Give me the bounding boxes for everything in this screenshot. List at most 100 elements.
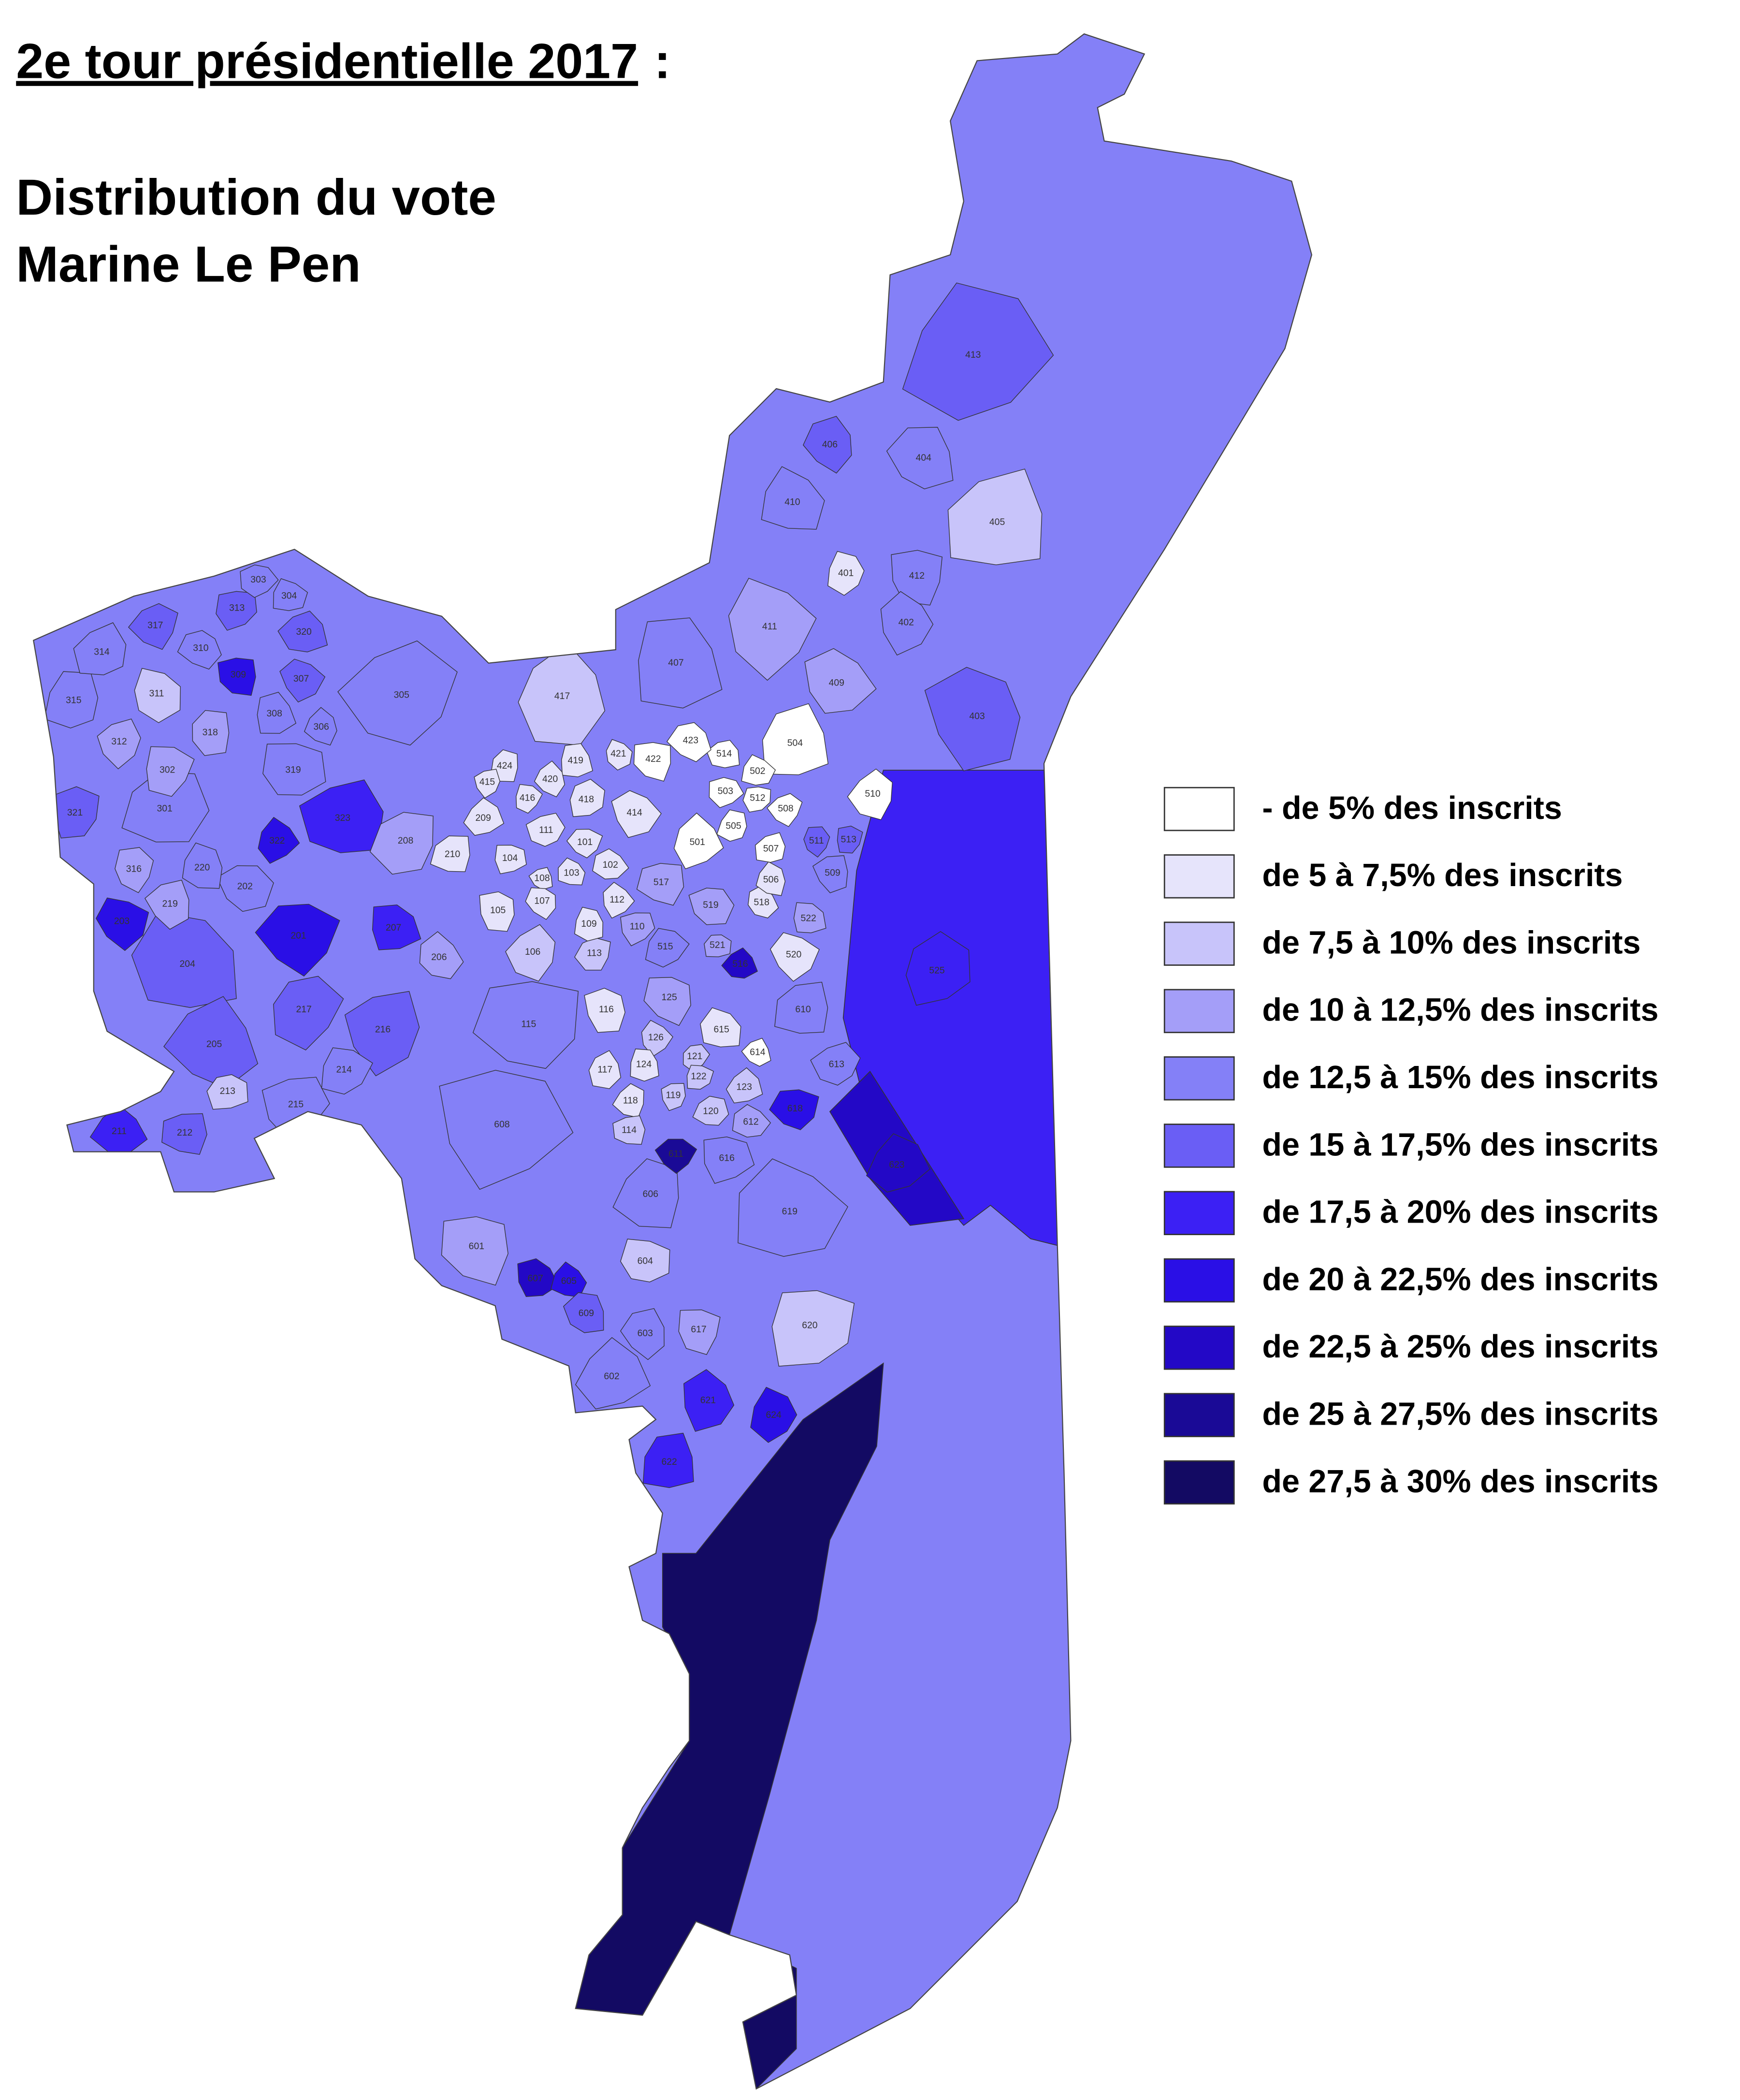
district [177, 630, 222, 670]
district-label: 205 [206, 1039, 222, 1050]
title: 2e tour présidentielle 2017: [16, 33, 670, 89]
district-label: 613 [829, 1059, 844, 1070]
district-label: 606 [643, 1189, 658, 1199]
district [866, 1133, 930, 1193]
district-label: 607 [528, 1273, 543, 1284]
district-label: 213 [220, 1086, 235, 1096]
district [793, 902, 826, 933]
district-label: 312 [111, 736, 127, 747]
district [463, 797, 505, 836]
district-label: 319 [285, 764, 301, 775]
title-end: : [654, 33, 670, 89]
district-label: 115 [521, 1019, 536, 1030]
district [750, 1386, 798, 1443]
district-label: 407 [668, 657, 683, 668]
district-label: 416 [520, 793, 535, 803]
district [525, 887, 556, 920]
district [667, 722, 711, 762]
district [257, 691, 297, 734]
district-label: 503 [718, 786, 733, 797]
district [661, 1083, 686, 1111]
district-label: 110 [630, 921, 645, 932]
district-label: 220 [194, 862, 210, 873]
district-label: 501 [690, 837, 705, 847]
district-label: 608 [494, 1119, 509, 1130]
legend-label: - de 5% des inscrits [1262, 790, 1562, 826]
district-label: 117 [597, 1065, 612, 1075]
district [216, 591, 257, 631]
district [905, 931, 971, 1006]
district-label: 601 [469, 1241, 484, 1252]
district [804, 648, 877, 714]
district-label: 112 [609, 894, 624, 905]
district-label: 104 [502, 853, 518, 863]
legend: - de 5% des inscrits de 5 à 7,5% des insc… [1163, 787, 1658, 1505]
district [636, 863, 684, 906]
district-label: 315 [66, 695, 81, 705]
district [754, 832, 786, 863]
district-label: 310 [193, 642, 209, 653]
district [128, 603, 178, 650]
district [163, 996, 259, 1089]
subtitle: Marine Le Pen [16, 236, 361, 292]
district-label: 615 [713, 1024, 729, 1035]
district [767, 793, 803, 827]
district [494, 845, 527, 875]
district-label: 421 [610, 748, 626, 759]
legend-swatch [1163, 921, 1235, 966]
district [643, 977, 691, 1026]
district [299, 779, 384, 853]
district-label: 413 [965, 350, 981, 360]
district-label: 120 [703, 1106, 719, 1117]
district [947, 468, 1043, 566]
district-label: 406 [822, 439, 838, 450]
district-label: 405 [989, 517, 1005, 527]
district-label: 308 [267, 708, 282, 719]
district [603, 882, 635, 919]
district [146, 746, 195, 797]
district-label: 417 [554, 691, 570, 701]
district-label: 618 [787, 1103, 803, 1114]
district [182, 842, 223, 889]
district [827, 551, 865, 596]
district [258, 817, 300, 864]
district-label: 314 [94, 647, 110, 657]
district-label: 611 [668, 1149, 683, 1159]
district-label: 620 [802, 1320, 818, 1331]
district [645, 928, 690, 968]
district-label: 215 [288, 1099, 304, 1110]
district-label: 301 [157, 803, 172, 814]
district-label: 603 [638, 1328, 653, 1339]
district [277, 611, 328, 653]
district [262, 743, 326, 796]
legend-label: de 10 à 12,5% des inscrits [1262, 992, 1658, 1028]
district-label: 118 [623, 1095, 638, 1106]
district [575, 1337, 651, 1410]
district-label: 322 [269, 835, 285, 846]
district-label: 321 [67, 807, 83, 818]
district [161, 1113, 207, 1155]
district [73, 622, 127, 675]
district [558, 857, 586, 886]
district-label: 525 [929, 965, 944, 976]
district-label: 604 [638, 1256, 653, 1267]
district-label: 114 [622, 1124, 637, 1135]
district-label: 126 [648, 1032, 664, 1043]
district-label: 122 [691, 1071, 706, 1082]
district [837, 825, 863, 854]
legend-label: de 12,5 à 15% des inscrits [1262, 1060, 1658, 1095]
district-label: 609 [579, 1308, 594, 1319]
district [145, 879, 189, 930]
district-label: 320 [296, 627, 312, 637]
district-label: 210 [445, 849, 461, 860]
district [620, 1239, 670, 1283]
district-label: 616 [719, 1152, 735, 1163]
district [748, 884, 779, 919]
district [304, 707, 337, 746]
district [688, 888, 735, 925]
district [44, 671, 99, 729]
district-label: 402 [899, 617, 914, 628]
district-label: 204 [180, 959, 196, 969]
